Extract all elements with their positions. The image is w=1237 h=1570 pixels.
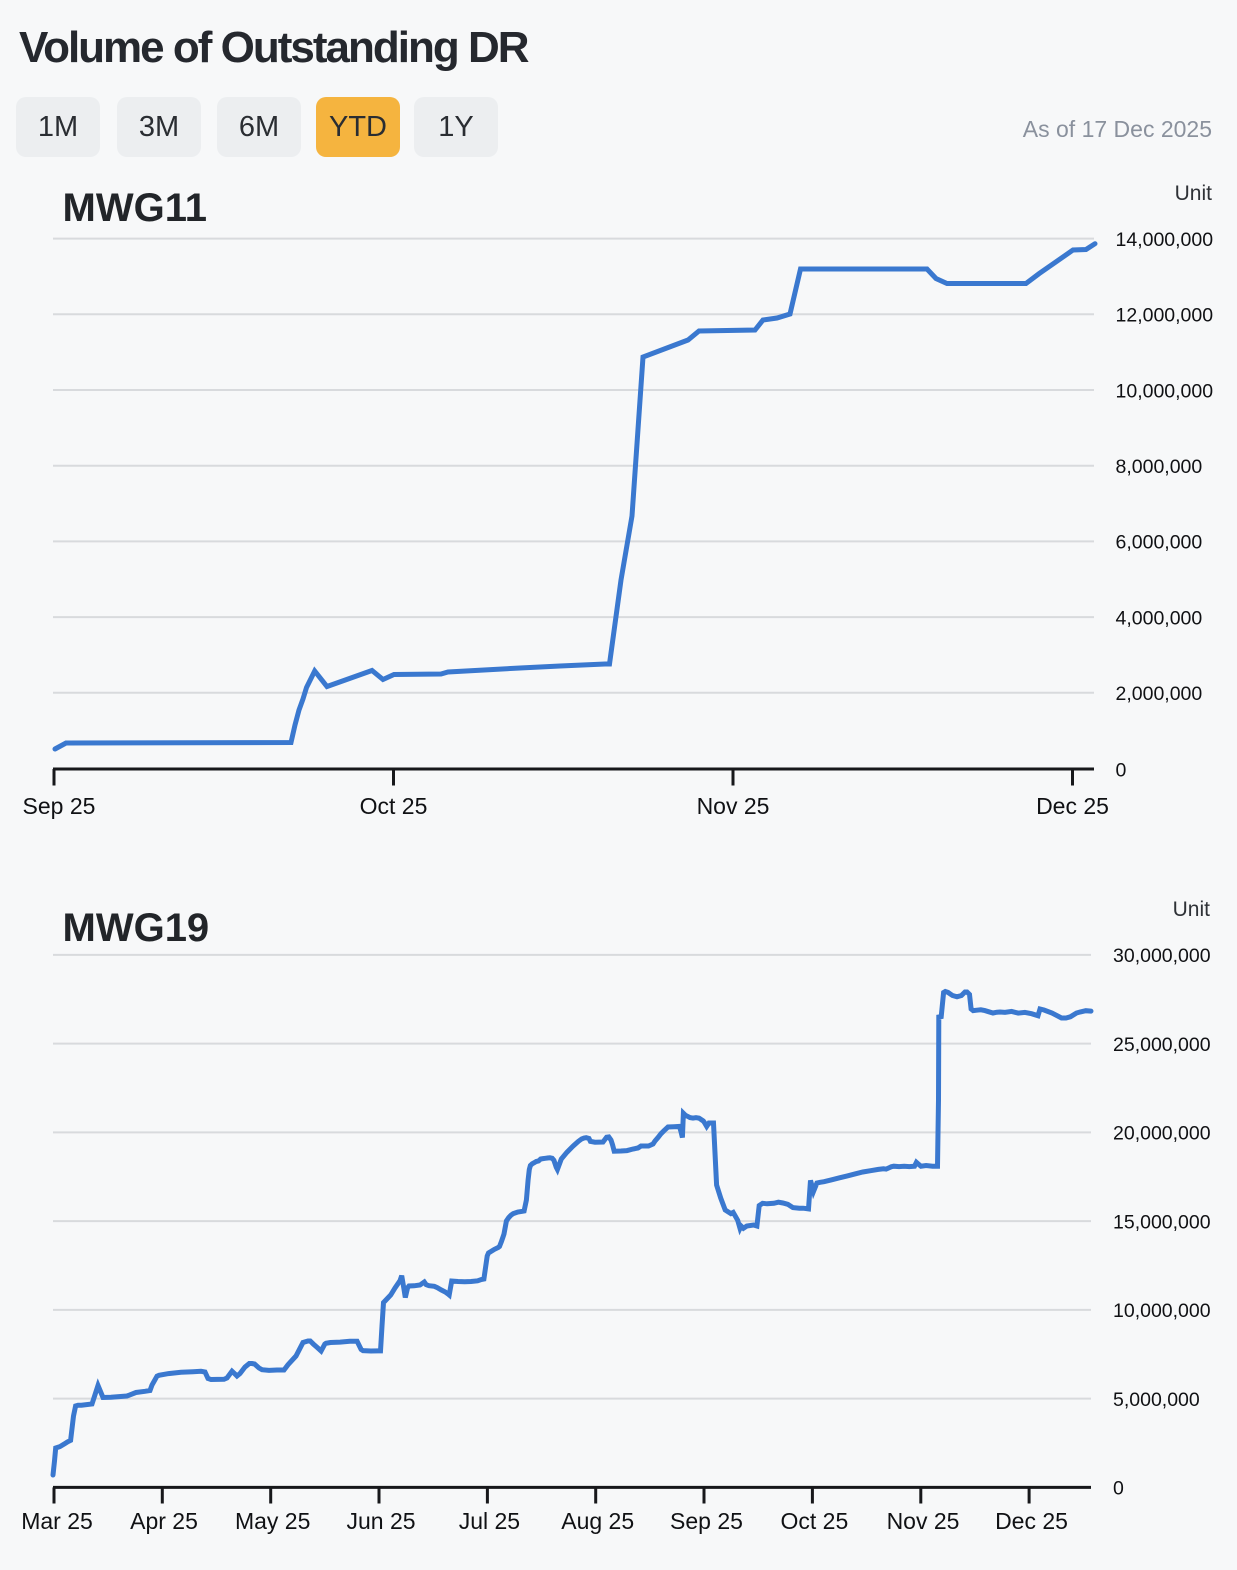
svg-text:8,000,000: 8,000,000 xyxy=(1116,456,1203,478)
svg-text:15,000,000: 15,000,000 xyxy=(1113,1211,1211,1233)
svg-text:4,000,000: 4,000,000 xyxy=(1116,607,1203,629)
svg-text:Apr 25: Apr 25 xyxy=(130,1508,198,1534)
svg-text:0: 0 xyxy=(1116,759,1127,781)
svg-text:Nov 25: Nov 25 xyxy=(697,793,770,819)
svg-text:Dec 25: Dec 25 xyxy=(995,1508,1068,1534)
svg-text:Jul 25: Jul 25 xyxy=(459,1508,520,1534)
svg-text:Nov 25: Nov 25 xyxy=(887,1508,960,1534)
svg-text:Sep 25: Sep 25 xyxy=(23,793,96,819)
svg-text:Mar 25: Mar 25 xyxy=(21,1508,93,1534)
svg-text:Oct 25: Oct 25 xyxy=(360,793,428,819)
svg-text:30,000,000: 30,000,000 xyxy=(1113,945,1211,967)
svg-text:2,000,000: 2,000,000 xyxy=(1116,683,1203,705)
svg-text:Dec 25: Dec 25 xyxy=(1036,793,1109,819)
svg-text:10,000,000: 10,000,000 xyxy=(1116,380,1214,402)
svg-text:Aug 25: Aug 25 xyxy=(561,1508,634,1534)
svg-text:Unit: Unit xyxy=(1175,182,1213,205)
svg-text:MWG11: MWG11 xyxy=(63,186,207,230)
svg-text:Jun 25: Jun 25 xyxy=(346,1508,415,1534)
svg-text:MWG19: MWG19 xyxy=(63,906,210,950)
svg-text:Sep 25: Sep 25 xyxy=(670,1508,743,1534)
svg-text:14,000,000: 14,000,000 xyxy=(1116,229,1214,251)
svg-text:10,000,000: 10,000,000 xyxy=(1113,1300,1211,1322)
svg-text:12,000,000: 12,000,000 xyxy=(1116,305,1214,327)
svg-text:May 25: May 25 xyxy=(235,1508,310,1534)
svg-text:20,000,000: 20,000,000 xyxy=(1113,1123,1211,1145)
svg-text:Unit: Unit xyxy=(1173,898,1211,921)
svg-text:Oct 25: Oct 25 xyxy=(781,1508,849,1534)
svg-text:0: 0 xyxy=(1113,1478,1124,1500)
svg-text:6,000,000: 6,000,000 xyxy=(1116,532,1203,554)
svg-text:5,000,000: 5,000,000 xyxy=(1113,1389,1200,1411)
svg-text:25,000,000: 25,000,000 xyxy=(1113,1034,1211,1056)
